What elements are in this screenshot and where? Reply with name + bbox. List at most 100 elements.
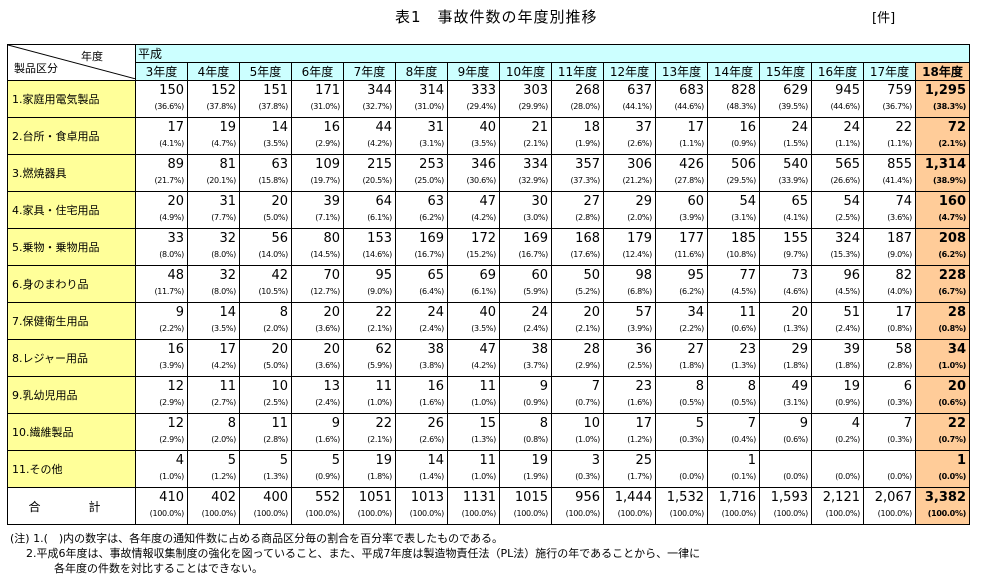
count-value: 28 [583,342,600,357]
data-cell: 19 (1.8%) [343,450,396,488]
data-cell: 11 (2.8%) [239,413,292,451]
data-cell: 13 (2.4%) [291,376,344,414]
percent-value: (2.8%) [887,361,912,370]
count-value: 65 [427,268,444,283]
percent-value: (0.9%) [835,398,860,407]
count-value: 7 [591,379,600,394]
percent-value: (1.8%) [679,361,704,370]
percent-value: (16.7%) [518,250,548,259]
percent-value: (0.0%) [835,472,860,481]
data-cell: 683 (44.6%) [655,80,708,118]
percent-value: (0.2%) [835,435,860,444]
count-value: 228 [938,268,967,283]
data-cell: 253 (25.0%) [395,154,448,192]
data-cell: 42 (10.5%) [239,265,292,303]
percent-value: (2.8%) [575,213,600,222]
data-cell: 828 (48.3%) [707,80,760,118]
table-row: 3.燃焼器具 89 (21.7%) 81 (20.1%) 63 (15.8%) 109 (19.… [7,154,971,192]
data-cell: 402 (100.0%) [187,487,240,525]
data-cell: 208 (6.2%) [914,228,971,266]
data-cell: 346 (30.6%) [447,154,500,192]
percent-value: (2.5%) [627,361,652,370]
count-value: 7 [747,416,756,431]
percent-value: (1.6%) [627,398,652,407]
count-value: 20 [791,305,808,320]
percent-value: (1.3%) [783,324,808,333]
percent-value: (100.0%) [357,509,393,518]
count-value: 20 [583,305,600,320]
percent-value: (3.5%) [471,324,496,333]
data-cell: 44 (4.2%) [343,117,396,155]
category-label: 8.レジャー用品 [7,339,136,377]
percent-value: (1.2%) [211,472,236,481]
count-value: 38 [427,342,444,357]
count-value: 179 [627,231,652,246]
data-cell: 95 (6.2%) [655,265,708,303]
percent-value: (0.6%) [731,324,756,333]
count-value: 172 [471,231,496,246]
count-value: 22 [375,416,392,431]
count-value: 12 [167,416,184,431]
data-cell: 20 (4.9%) [135,191,188,229]
percent-value: (3.5%) [471,139,496,148]
data-cell: 3 (0.3%) [551,450,604,488]
year-header: 18年度 [914,62,971,81]
percent-value: (1.8%) [835,361,860,370]
percent-value: (4.5%) [731,287,756,296]
data-cell: 172 (15.2%) [447,228,500,266]
count-value: 3,382 [924,490,967,505]
data-cell: 169 (16.7%) [395,228,448,266]
data-cell: 38 (3.8%) [395,339,448,377]
percent-value: (36.6%) [154,102,184,111]
percent-value: (3.0%) [523,213,548,222]
data-cell: 759 (36.7%) [863,80,916,118]
count-value: 47 [479,194,496,209]
count-value: 10 [583,416,600,431]
count-value: 13 [323,379,340,394]
data-cell: 400 (100.0%) [239,487,292,525]
percent-value: (1.0%) [471,398,496,407]
data-cell: 8 (0.8%) [499,413,552,451]
count-value: 38 [531,342,548,357]
data-cell: 16 (3.9%) [135,339,188,377]
count-value: 2,121 [822,490,860,505]
footnote-2: 2.平成6年度は、事故情報収集制度の強化を図っていること、また、平成7年度は製造… [26,547,701,560]
percent-value: (0.8%) [887,324,912,333]
category-label: 6.身のまわり品 [7,265,136,303]
data-cell: 38 (3.7%) [499,339,552,377]
percent-value: (37.8%) [206,102,236,111]
data-cell: 1 (0.0%) [914,450,971,488]
count-value: 956 [575,490,600,505]
data-cell: 169 (16.7%) [499,228,552,266]
percent-value: (1.5%) [783,139,808,148]
category-label: 4.家具・住宅用品 [7,191,136,229]
percent-value: (11.6%) [674,250,704,259]
percent-value: (0.0%) [887,472,912,481]
count-value: 1013 [410,490,444,505]
count-value: 268 [575,83,600,98]
data-cell: 11 (1.0%) [343,376,396,414]
percent-value: (6.7%) [938,287,967,296]
data-cell: 80 (14.5%) [291,228,344,266]
percent-value: (4.5%) [835,287,860,296]
percent-value: (100.0%) [669,509,705,518]
data-cell: 334 (32.9%) [499,154,552,192]
data-cell: 9 (0.6%) [759,413,812,451]
data-cell: 956 (100.0%) [551,487,604,525]
header-row-era: 年度 製品区分 平成 [7,44,971,81]
percent-value: (100.0%) [565,509,601,518]
data-cell: 8 (2.0%) [239,302,292,340]
percent-value: (2.4%) [419,324,444,333]
data-cell: (0.0%) [863,450,916,488]
data-cell: 552 (100.0%) [291,487,344,525]
percent-value: (25.0%) [414,176,444,185]
percent-value: (100.0%) [201,509,237,518]
data-cell: 20 (5.0%) [239,191,292,229]
data-cell: 9 (1.6%) [291,413,344,451]
table-row: 11.その他 4 (1.0%) 5 (1.2%) 5 (1.3%) 5 (0.9%) 19 (1.8… [7,450,971,488]
percent-value: (100.0%) [617,509,653,518]
count-value: 30 [531,194,548,209]
percent-value: (6.8%) [627,287,652,296]
percent-value: (4.1%) [783,213,808,222]
data-cell: 48 (11.7%) [135,265,188,303]
